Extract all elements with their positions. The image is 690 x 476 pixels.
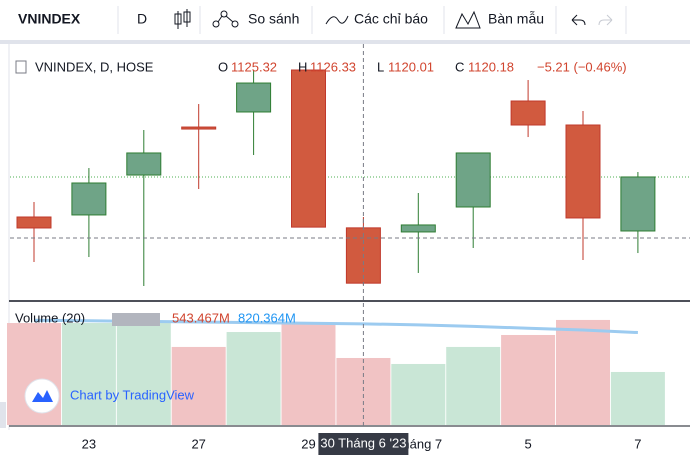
crosshair-label-bg xyxy=(318,433,409,455)
legend-c: C xyxy=(455,59,464,74)
x-tick-label: 7 xyxy=(634,436,641,451)
candle-body xyxy=(181,126,217,130)
toolbar: VNINDEX D So sánh Các chỉ báo Bàn mẫu xyxy=(18,6,627,34)
legend-open: 1125.32 xyxy=(231,59,277,74)
plot: 23 27 29 Tháng 7 5 730 Tháng 6 '23 xyxy=(7,44,690,455)
volume-bar xyxy=(171,346,226,425)
x-tick-label: 23 xyxy=(82,436,96,451)
volume-bar xyxy=(61,323,116,425)
candle-body xyxy=(126,152,162,176)
legend-o: O xyxy=(218,59,228,74)
volume-bar xyxy=(391,363,446,425)
volume-bar xyxy=(610,371,665,425)
volume-bar xyxy=(501,334,556,425)
candle-body xyxy=(16,216,52,229)
volume-bar xyxy=(226,332,281,425)
legend-h: H xyxy=(298,59,307,74)
candle-body xyxy=(291,69,326,228)
symbol-button[interactable]: VNINDEX xyxy=(18,11,81,27)
indicators-button[interactable]: Các chỉ báo xyxy=(354,11,428,27)
volume-value: 543.467M xyxy=(172,310,230,325)
candle-body xyxy=(455,152,491,208)
volume-ma: 820.364M xyxy=(238,310,296,325)
legend-l: L xyxy=(377,59,384,74)
chart-type-button[interactable] xyxy=(174,9,191,29)
legend-close: 1120.18 xyxy=(468,59,514,74)
legend-title: VNINDEX, D, HOSE xyxy=(35,59,154,74)
compare-button[interactable]: So sánh xyxy=(248,11,299,27)
candle-body xyxy=(400,224,436,233)
x-tick-label: 5 xyxy=(524,436,531,451)
candle-body xyxy=(510,100,546,126)
templates-button[interactable]: Bàn mẫu xyxy=(488,11,544,27)
volume-bar xyxy=(281,323,336,425)
interval-button[interactable]: D xyxy=(137,11,147,27)
volume-title: Volume (20) xyxy=(15,310,85,325)
volume-bar xyxy=(116,323,171,425)
compare-icon[interactable] xyxy=(212,10,239,28)
legend-high: 1126.33 xyxy=(310,59,356,74)
redo-button[interactable] xyxy=(598,14,613,26)
undo-button[interactable] xyxy=(571,14,586,26)
candle-body xyxy=(236,82,272,113)
volume-bar xyxy=(556,319,610,425)
watermark-text: Chart by TradingView xyxy=(70,387,195,402)
legend-low: 1120.01 xyxy=(388,59,434,74)
volume-bar xyxy=(446,346,501,425)
crosshair-label: 30 Tháng 6 '23 xyxy=(320,435,406,450)
collapse-icon[interactable] xyxy=(15,60,27,74)
volume-controls[interactable] xyxy=(112,313,160,326)
candle-body xyxy=(565,124,601,219)
candle-body xyxy=(71,182,107,216)
x-tick-label: 29 xyxy=(301,436,315,451)
indicators-icon[interactable] xyxy=(325,15,349,25)
scroll-handle[interactable] xyxy=(0,402,6,428)
x-tick-label: 27 xyxy=(191,436,205,451)
candle-body xyxy=(620,176,656,232)
templates-icon[interactable] xyxy=(455,10,481,29)
legend-change: −5.21 (−0.46%) xyxy=(537,59,627,74)
watermark[interactable]: Chart by TradingView xyxy=(24,378,195,414)
